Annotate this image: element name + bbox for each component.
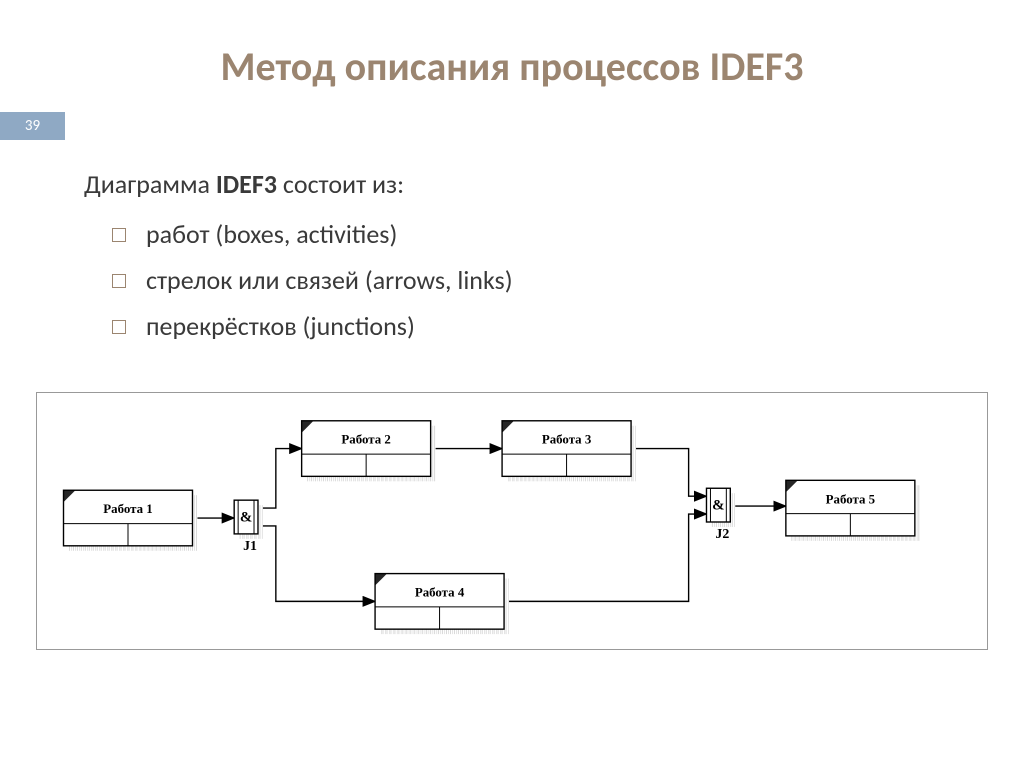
idef3-diagram: Работа 1 Работа 2 Работа 3 Работа 4 Работа 5…: [36, 392, 988, 650]
intro-prefix: Диаграмма: [84, 168, 216, 200]
svg-text:J2: J2: [715, 527, 729, 542]
bullet-item: работ (boxes, activities): [112, 218, 984, 250]
bullet-item: перекрёстков (junctions): [112, 310, 984, 342]
svg-text:Работа 5: Работа 5: [826, 492, 875, 506]
svg-text:Работа 2: Работа 2: [341, 433, 390, 447]
svg-text:J1: J1: [243, 539, 257, 554]
svg-text:Работа 3: Работа 3: [542, 433, 591, 447]
page-number-badge: 39: [0, 112, 65, 140]
slide-title: Метод описания процессов IDEF3: [0, 0, 1024, 91]
svg-text:&: &: [240, 509, 252, 525]
diagram-svg: Работа 1 Работа 2 Работа 3 Работа 4 Работа 5…: [37, 393, 987, 649]
svg-text:Работа 4: Работа 4: [415, 586, 465, 600]
content-area: Диаграмма IDEF3 состоит из: работ (boxes…: [84, 168, 984, 356]
bullet-item: стрелок или связей (arrows, links): [112, 264, 984, 296]
intro-text: Диаграмма IDEF3 состоит из:: [84, 168, 984, 200]
intro-bold: IDEF3: [216, 168, 277, 200]
svg-text:&: &: [712, 498, 724, 514]
bullet-list: работ (boxes, activities) стрелок или св…: [84, 218, 984, 342]
intro-suffix: состоит из:: [277, 168, 404, 200]
svg-text:Работа 1: Работа 1: [103, 502, 152, 516]
